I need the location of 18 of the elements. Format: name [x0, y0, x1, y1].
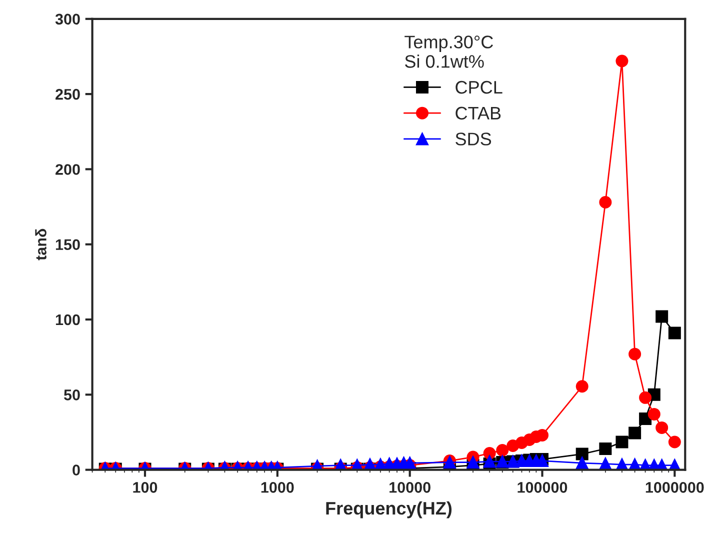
y-axis-title: tanδ	[35, 228, 46, 260]
y-tick-label: 50	[64, 390, 80, 400]
x-tick-label: 100	[133, 482, 158, 493]
y-tick-label: 100	[56, 314, 80, 326]
y-tick-label: 250	[56, 88, 80, 100]
x-tick-label: 1000	[261, 482, 294, 493]
legend-title: Temp.30°C Si 0.1wt%	[404, 36, 493, 68]
y-tick-label: 150	[56, 239, 80, 250]
x-tick-label: 10000	[390, 482, 430, 493]
legend-label: CPCL	[456, 80, 502, 94]
y-tick-label: 0	[72, 464, 80, 476]
y-tick-label: 300	[55, 14, 80, 25]
legend-label: CTAB	[456, 106, 501, 120]
legend-label: SDS	[456, 132, 492, 146]
x-axis-title: Frequency(HZ)	[326, 501, 452, 518]
x-tick-label: 1000000	[646, 482, 704, 493]
y-tick-label: 200	[56, 164, 80, 175]
x-tick-label: 100000	[518, 482, 568, 493]
